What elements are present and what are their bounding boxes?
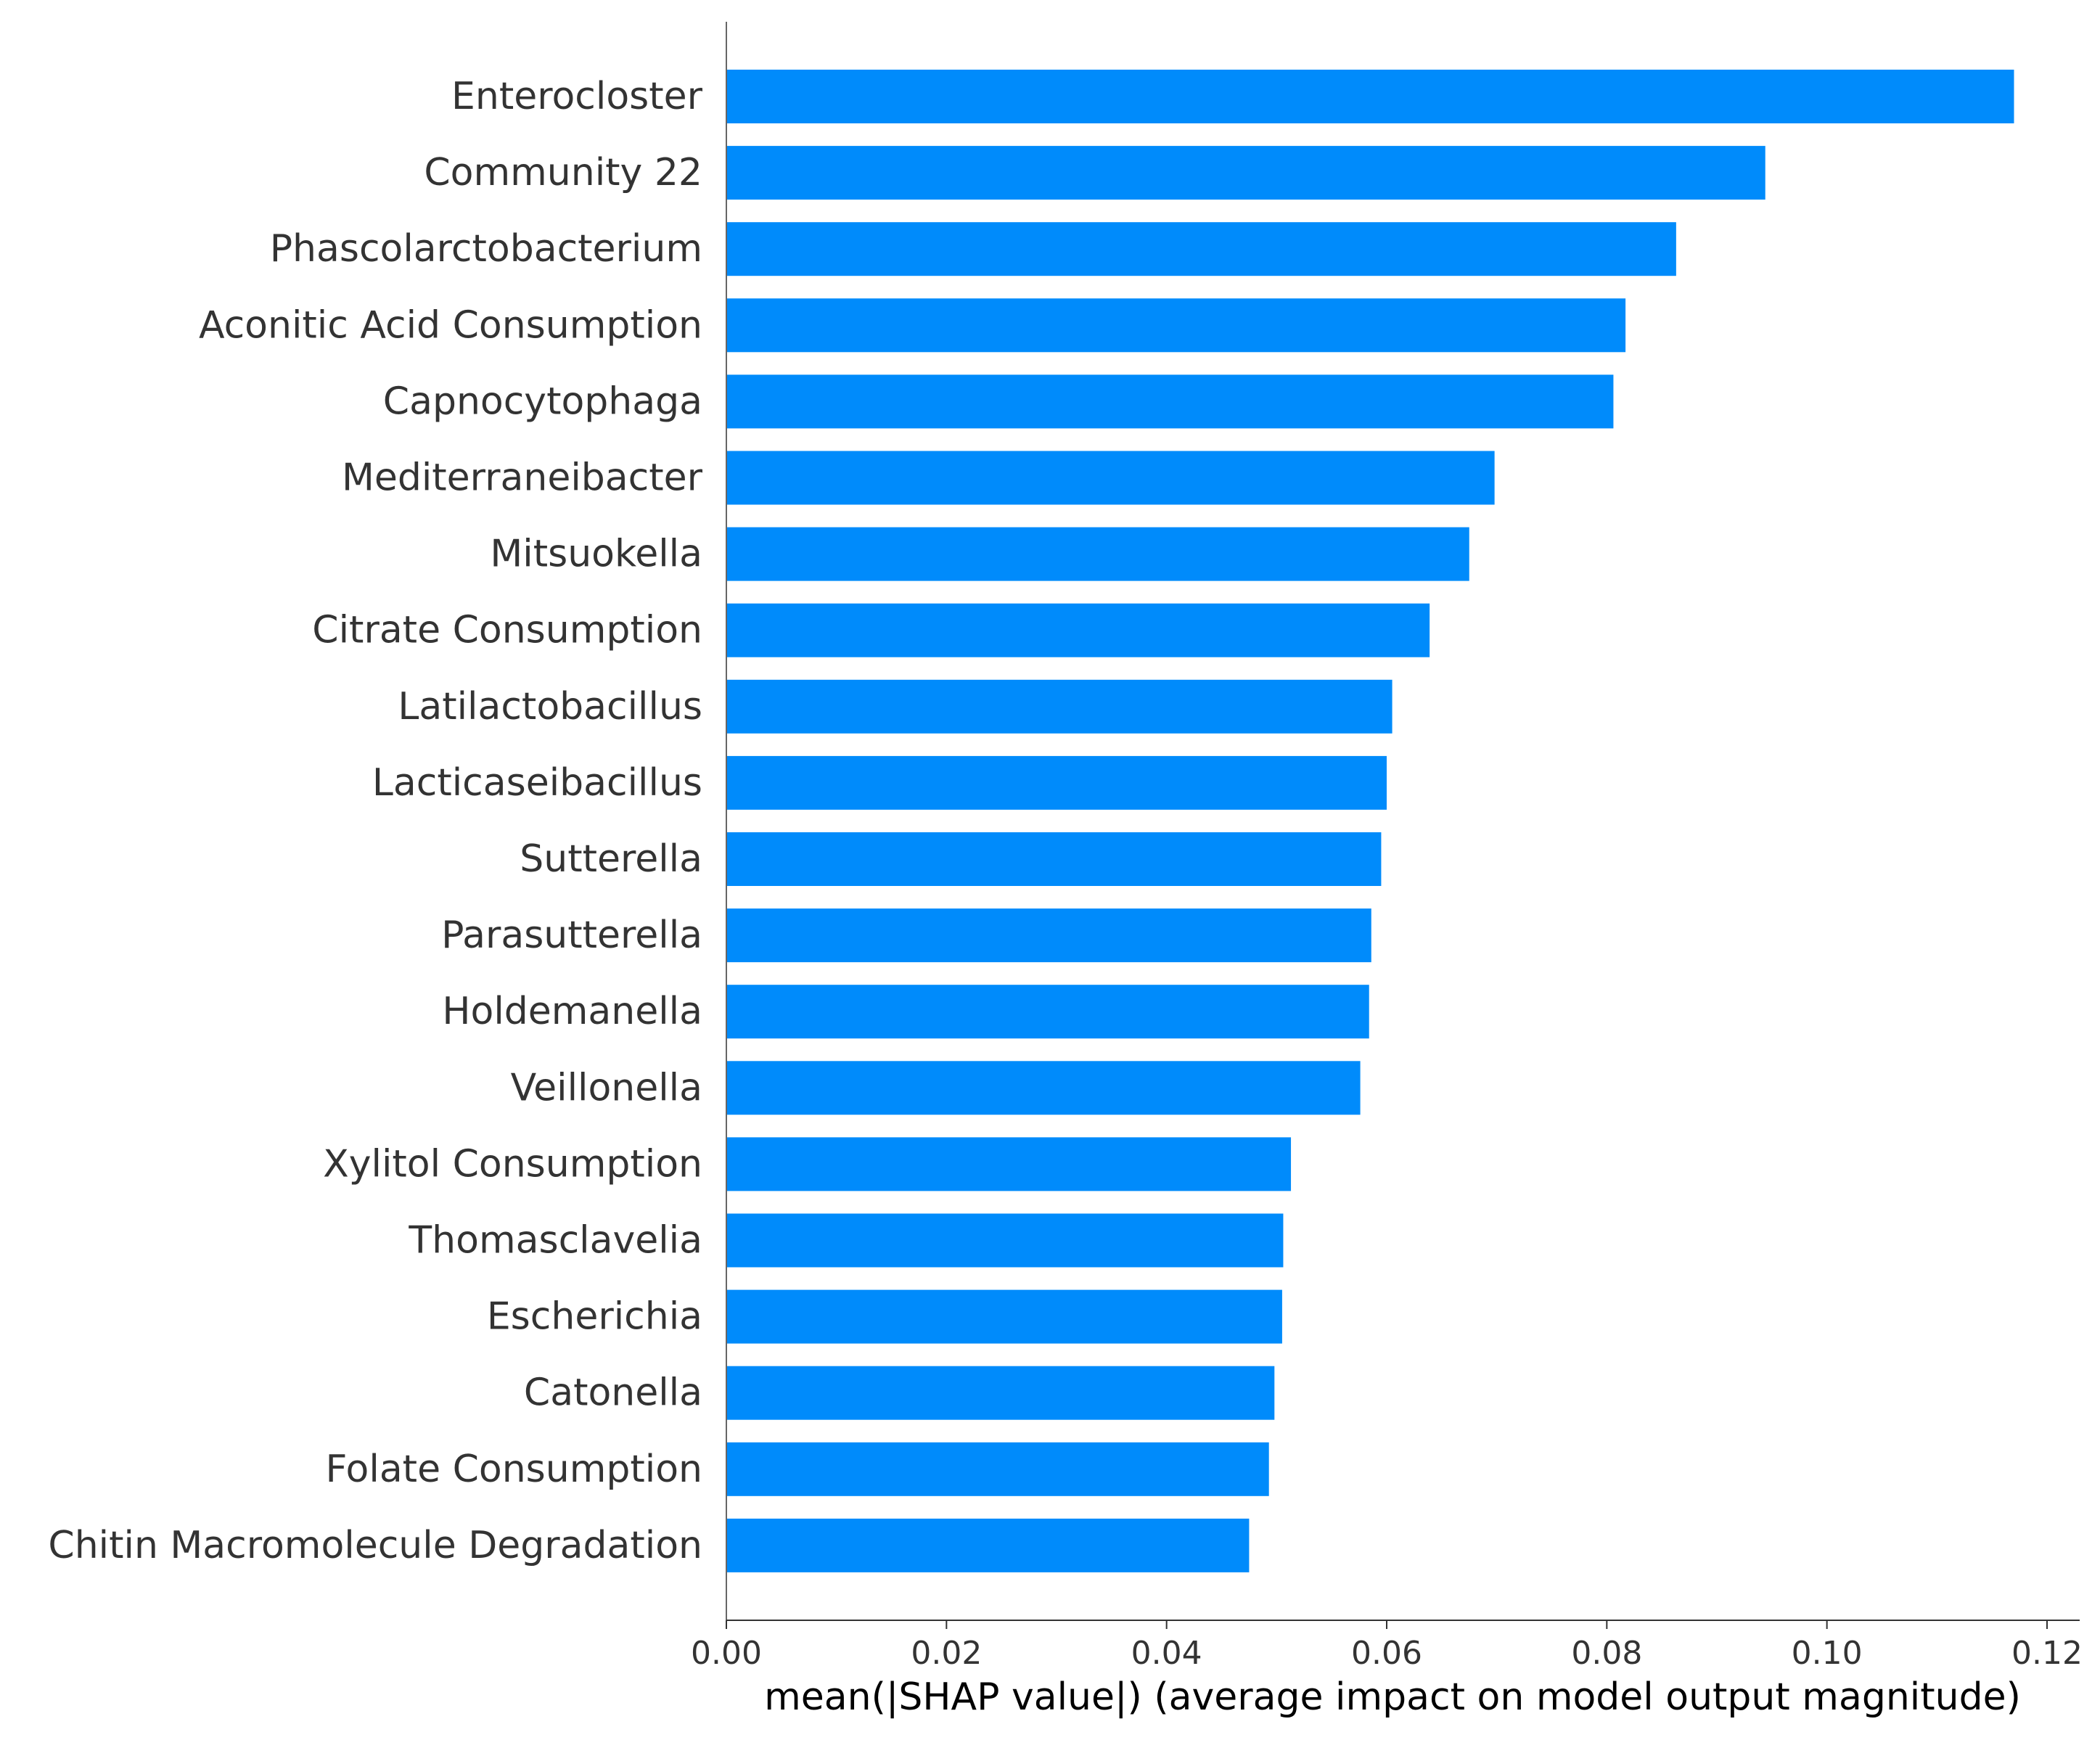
bar — [726, 755, 1387, 810]
category-labels-group: Enterocloster Community 22 Phascolarctobac… — [48, 75, 702, 1567]
bar — [726, 70, 2014, 123]
category-label: Enterocloster — [451, 75, 703, 118]
bar — [726, 603, 1430, 657]
category-label: Thomasclavelia — [408, 1219, 702, 1263]
bar — [726, 1289, 1282, 1344]
category-label: Catonella — [524, 1371, 702, 1415]
category-label: Lacticaseibacillus — [372, 761, 702, 805]
bar — [726, 1366, 1275, 1420]
x-ticks-group: 0.00 0.02 0.04 0.06 0.08 0.10 0.12 — [691, 1620, 2083, 1672]
x-tick-label: 0.08 — [1571, 1635, 1642, 1672]
x-axis-title: mean(|SHAP value|) (average impact on mo… — [764, 1675, 2021, 1719]
category-label: Latilactobacillus — [398, 685, 702, 729]
category-label: Chitin Macromolecule Degradation — [48, 1524, 702, 1567]
bar — [726, 679, 1393, 734]
x-tick-label: 0.00 — [691, 1635, 762, 1672]
category-label: Parasutterella — [441, 914, 702, 957]
bar — [726, 451, 1495, 505]
bar — [726, 1061, 1361, 1115]
category-label: Citrate Consumption — [312, 609, 702, 652]
bar — [726, 985, 1369, 1039]
category-label: Capnocytophaga — [383, 379, 702, 423]
category-label: Phascolarctobacterium — [270, 227, 702, 271]
bar — [726, 374, 1614, 429]
x-tick-label: 0.02 — [911, 1635, 982, 1672]
x-tick-label: 0.10 — [1792, 1635, 1863, 1672]
x-tick-label: 0.12 — [2011, 1635, 2083, 1672]
bars-group — [726, 70, 2014, 1572]
category-label: Xylitol Consumption — [323, 1142, 702, 1186]
bar — [726, 222, 1676, 276]
category-label: Folate Consumption — [326, 1448, 703, 1491]
bar — [726, 298, 1626, 353]
bar — [726, 1442, 1269, 1496]
category-label: Holdemanella — [442, 990, 702, 1033]
bar — [726, 146, 1765, 200]
category-label: Aconitic Acid Consumption — [199, 303, 702, 347]
category-label: Mitsuokella — [490, 533, 702, 576]
category-label: Escherichia — [487, 1295, 702, 1339]
bar — [726, 527, 1469, 581]
bar — [726, 1137, 1292, 1191]
x-tick-label: 0.06 — [1351, 1635, 1422, 1672]
category-label: Community 22 — [424, 151, 702, 194]
category-label: Sutterella — [520, 837, 702, 881]
x-tick-label: 0.04 — [1131, 1635, 1202, 1672]
bar — [726, 1213, 1284, 1268]
category-label: Veillonella — [511, 1066, 702, 1109]
bar — [726, 1518, 1250, 1572]
category-label: Mediterraneibacter — [342, 456, 703, 500]
bar — [726, 908, 1371, 963]
bar — [726, 832, 1382, 886]
